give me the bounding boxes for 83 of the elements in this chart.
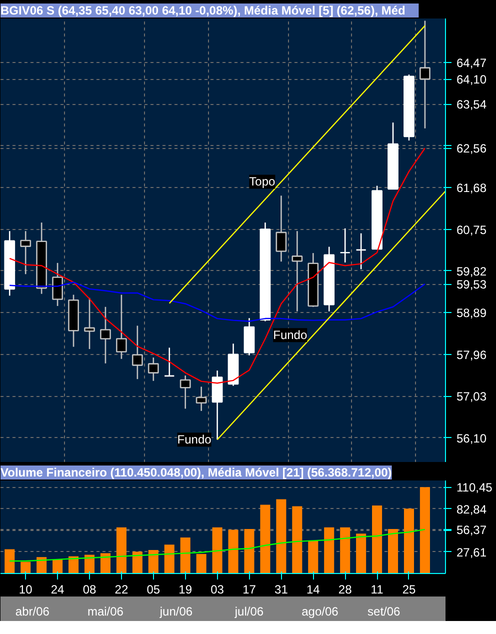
bar	[4, 549, 15, 574]
bar	[84, 554, 95, 574]
bar	[36, 557, 47, 574]
x-tick-label: 25	[402, 582, 416, 596]
candlestick	[276, 195, 287, 262]
y-tick-label: 56,37	[456, 522, 487, 537]
y-tick-label: 63,54	[456, 98, 487, 112]
x-tick-label: 05	[146, 582, 160, 596]
x-tick-label: 08	[82, 582, 96, 596]
bar	[164, 544, 174, 574]
candlestick	[116, 294, 127, 360]
candlestick	[420, 20, 430, 130]
candlestick	[340, 228, 351, 264]
bar	[132, 552, 142, 574]
bar	[20, 562, 31, 574]
y-tick-label: 110,45	[456, 480, 493, 495]
bar	[116, 527, 126, 574]
x2-tick-label: jun/06	[158, 604, 193, 618]
bar	[212, 527, 222, 574]
bar	[324, 527, 334, 574]
y-tick-label: 57,03	[456, 390, 487, 404]
x-tick-label: 31	[274, 582, 288, 596]
y-tick-label: 82,84	[456, 502, 487, 516]
bar	[404, 508, 414, 574]
bar	[276, 499, 286, 574]
x2-tick-label: set/06	[368, 604, 401, 618]
y-tick-label: 57,96	[456, 348, 487, 362]
x2-tick-label: ago/06	[302, 604, 339, 618]
y-tick-label: 61,68	[456, 181, 487, 196]
y-tick-label: 58,89	[456, 306, 487, 320]
x-tick-label: 22	[114, 582, 128, 596]
bar	[340, 527, 350, 574]
candlestick	[20, 230, 32, 275]
x2-tick-label: jul/06	[234, 604, 264, 618]
candlestick	[180, 374, 191, 410]
bar	[388, 528, 398, 574]
y-tick-label: 60,75	[456, 222, 487, 237]
annotation: Fundo	[273, 328, 308, 342]
x-tick-label: 24	[50, 582, 65, 596]
line-series	[9, 528, 426, 562]
bar	[420, 487, 430, 574]
bar	[100, 553, 110, 574]
x2-tick-label: abr/06	[15, 604, 50, 618]
bar	[180, 538, 190, 574]
candlestick	[132, 325, 143, 380]
candlestick	[292, 230, 303, 312]
x-tick-label: 28	[338, 582, 352, 596]
bar	[196, 554, 206, 574]
candlestick	[84, 297, 95, 350]
bar	[52, 559, 63, 574]
annotation: Topo	[249, 174, 276, 189]
y-tick-label: 59,53	[456, 278, 487, 292]
candlestick	[196, 386, 207, 412]
x-tick-label: 11	[370, 582, 384, 596]
bar	[308, 540, 318, 574]
y-tick-label: 59,82	[456, 264, 487, 278]
candlestick	[356, 232, 367, 270]
bar	[372, 506, 382, 574]
x-tick-label: 19	[178, 582, 192, 596]
x-tick-label: 03	[210, 582, 224, 596]
bar	[292, 506, 302, 574]
chart-title: BGIV06 S (64,35 65,40 63,00 64,10 -0,08%), Média Móvel [5] (62,56), Méd	[0, 4, 406, 18]
line-series	[9, 148, 426, 384]
x-tick-label: 10	[18, 582, 33, 596]
annotation: Fundo	[177, 432, 212, 447]
y-tick-label: 64,47	[456, 56, 487, 70]
candlestick	[164, 347, 175, 377]
candlestick	[52, 262, 63, 307]
bar	[244, 528, 254, 574]
x-tick-label: 17	[242, 582, 256, 596]
x-tick-label: 14	[306, 582, 320, 596]
y-tick-label: 64,10	[456, 72, 487, 87]
candlestick	[100, 306, 111, 364]
y-tick-label: 27,61	[456, 545, 487, 560]
chart-title: Volume Financeiro (110.450.048,00), Média Móvel [21] (56.368.712,00)	[0, 466, 392, 480]
y-tick-label: 62,56	[456, 142, 487, 156]
bar	[260, 504, 270, 574]
bar	[356, 534, 366, 574]
bar	[148, 550, 158, 574]
x2-tick-label: mai/06	[87, 604, 124, 618]
bar	[228, 530, 238, 574]
y-tick-label: 56,10	[456, 431, 487, 446]
candlestick	[148, 356, 159, 382]
